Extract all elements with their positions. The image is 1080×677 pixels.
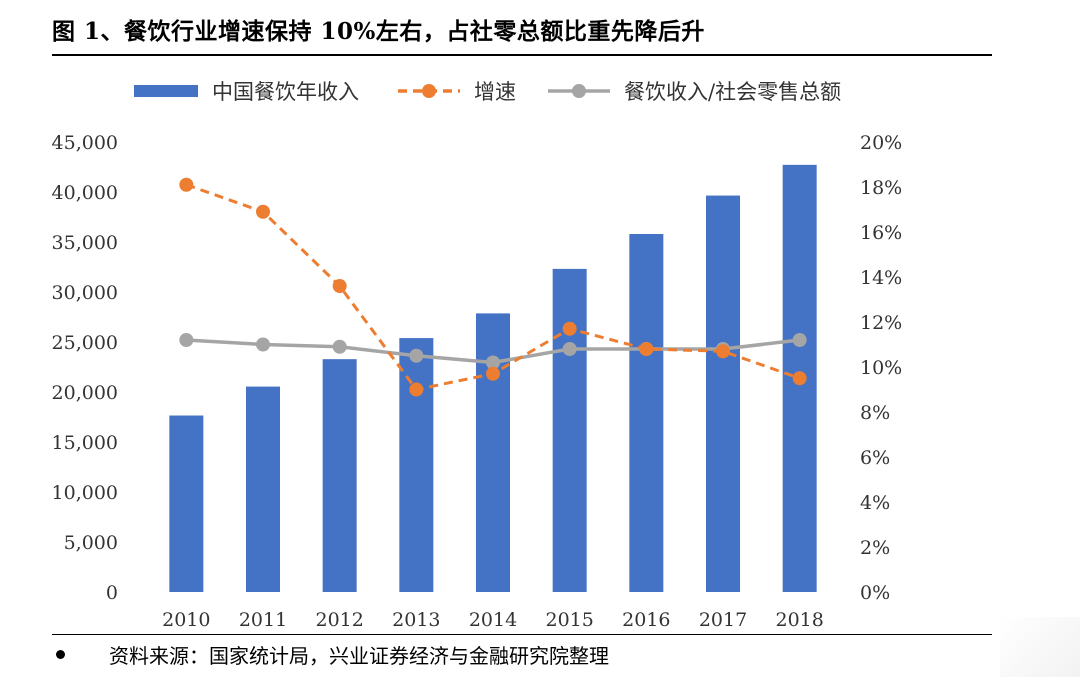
- bar: [706, 195, 740, 592]
- x-tick-label: 2014: [469, 609, 517, 630]
- series-point: [486, 355, 500, 370]
- bar: [629, 234, 664, 592]
- legend-swatch: [134, 85, 198, 97]
- y2-tick-label: 12%: [860, 312, 902, 334]
- legend-label: 中国餐饮年收入: [212, 80, 359, 104]
- series-point: [332, 339, 347, 354]
- series-point: [792, 333, 807, 347]
- y2-tick-label: 8%: [860, 402, 890, 424]
- y-tick-label: 45,000: [52, 132, 118, 154]
- y-tick-label: 25,000: [52, 332, 118, 354]
- y-tick-label: 20,000: [52, 382, 118, 404]
- y2-tick-label: 6%: [860, 447, 890, 469]
- x-tick-label: 2015: [545, 609, 593, 630]
- series-point: [332, 279, 347, 293]
- corner-shade: [1000, 617, 1080, 677]
- y2-tick-label: 0%: [860, 582, 890, 604]
- bar: [552, 268, 587, 592]
- y2-tick-label: 14%: [860, 267, 902, 289]
- y-tick-label: 0: [106, 582, 118, 604]
- footer-divider: [52, 634, 992, 635]
- legend-label: 增速: [474, 80, 516, 104]
- legend-label: 餐饮收入/社会零售总额: [624, 80, 841, 104]
- x-tick-label: 2011: [239, 609, 287, 630]
- y2-tick-label: 18%: [860, 177, 902, 199]
- series-point: [792, 371, 807, 386]
- y2-tick-label: 16%: [860, 222, 902, 244]
- figure-title: 图 1、餐饮行业增速保持 10%左右，占社零总额比重先降后升: [52, 18, 705, 45]
- x-tick-label: 2018: [775, 609, 823, 630]
- y2-tick-label: 4%: [860, 492, 890, 514]
- series-point: [179, 177, 194, 192]
- legend-marker: [572, 84, 586, 98]
- x-tick-label: 2016: [622, 609, 670, 630]
- x-tick-label: 2013: [392, 609, 440, 630]
- series-point: [562, 342, 577, 356]
- series-point: [179, 333, 194, 347]
- x-tick-label: 2010: [162, 609, 210, 630]
- series-point: [639, 342, 654, 356]
- chart-area: 0 5,000 10,000 15,000 20,000 25,000 30,000 35,0…: [52, 80, 903, 630]
- y-tick-label: 10,000: [52, 482, 118, 504]
- legend-marker: [422, 84, 436, 98]
- y-tick-label: 5,000: [64, 532, 118, 554]
- y-tick-label: 30,000: [52, 282, 118, 304]
- bar: [246, 386, 280, 592]
- y2-tick-label: 2%: [860, 537, 890, 559]
- y2-tick-label: 10%: [860, 357, 902, 379]
- series-point: [409, 348, 424, 363]
- series-point: [409, 382, 424, 397]
- y-tick-label: 15,000: [52, 432, 118, 454]
- y2-tick-label: 20%: [860, 132, 902, 154]
- x-tick-label: 2017: [699, 609, 747, 630]
- series-point: [256, 337, 270, 352]
- y-tick-label: 40,000: [52, 182, 118, 204]
- series-point: [716, 344, 730, 359]
- x-tick-label: 2012: [315, 609, 363, 630]
- source-text: 资料来源：国家统计局，兴业证券经济与金融研究院整理: [109, 644, 609, 668]
- series-point: [256, 204, 270, 219]
- title-divider: [52, 54, 992, 56]
- bar: [476, 313, 510, 592]
- bar: [169, 415, 204, 592]
- series-point: [562, 321, 577, 336]
- series-point: [486, 366, 500, 381]
- y-tick-label: 35,000: [52, 232, 118, 254]
- bar: [399, 338, 434, 592]
- bar: [322, 359, 357, 592]
- bullet-icon: [56, 650, 65, 659]
- source-note: 资料来源：国家统计局，兴业证券经济与金融研究院整理: [56, 640, 609, 669]
